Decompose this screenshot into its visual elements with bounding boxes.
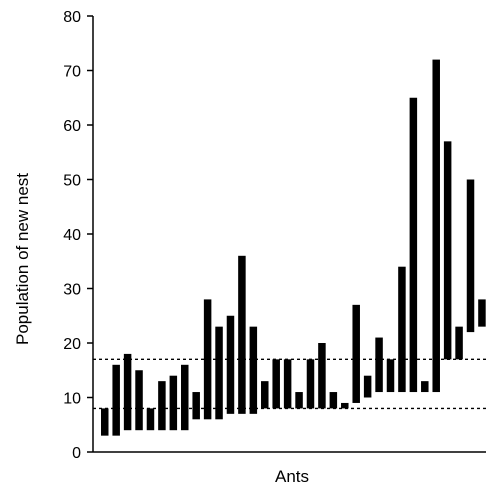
range-bar [238,255,246,414]
range-bar [283,359,292,409]
y-tick-label: 80 [63,9,81,26]
range-bar [135,370,143,431]
range-bar [432,59,440,393]
range-bar [272,359,280,409]
y-tick-label: 0 [72,445,81,462]
y-tick-label: 20 [63,336,81,353]
range-bar [306,359,315,409]
range-bar [101,408,109,436]
range-bar [375,337,383,393]
range-bar [318,343,326,409]
range-bar [443,141,452,360]
range-bar [158,381,166,431]
range-bar [261,381,269,409]
range-bar [181,364,189,431]
range-bar [409,97,418,393]
range-bar [146,408,155,431]
range-bar [398,266,406,393]
range-bar [192,392,200,420]
range-bar [226,315,235,414]
range-bar [386,359,395,393]
x-axis-label: Ants [275,467,309,486]
plot-area: 0 10 20 30 40 50 60 70 80 [63,9,486,462]
range-bar [123,353,132,431]
range-bar [363,375,372,398]
y-tick-label: 70 [63,64,81,81]
range-bar [295,392,303,409]
y-tick-label: 50 [63,173,81,190]
y-tick-label: 30 [63,282,81,299]
range-bar [466,179,475,333]
range-bar [112,364,120,436]
range-bar [215,326,223,420]
y-tick-label: 60 [63,118,81,135]
range-bar [352,304,360,403]
y-tick-label: 10 [63,391,81,408]
range-bar [203,299,212,420]
range-bar [478,299,486,327]
range-bar [421,381,429,393]
range-bar [329,392,338,409]
range-bar [455,326,463,360]
y-tick-label: 40 [63,227,81,244]
range-bar [341,402,349,409]
y-axis-label: Population of new nest [13,173,32,345]
range-bar [249,326,258,414]
range-bar [169,375,178,431]
